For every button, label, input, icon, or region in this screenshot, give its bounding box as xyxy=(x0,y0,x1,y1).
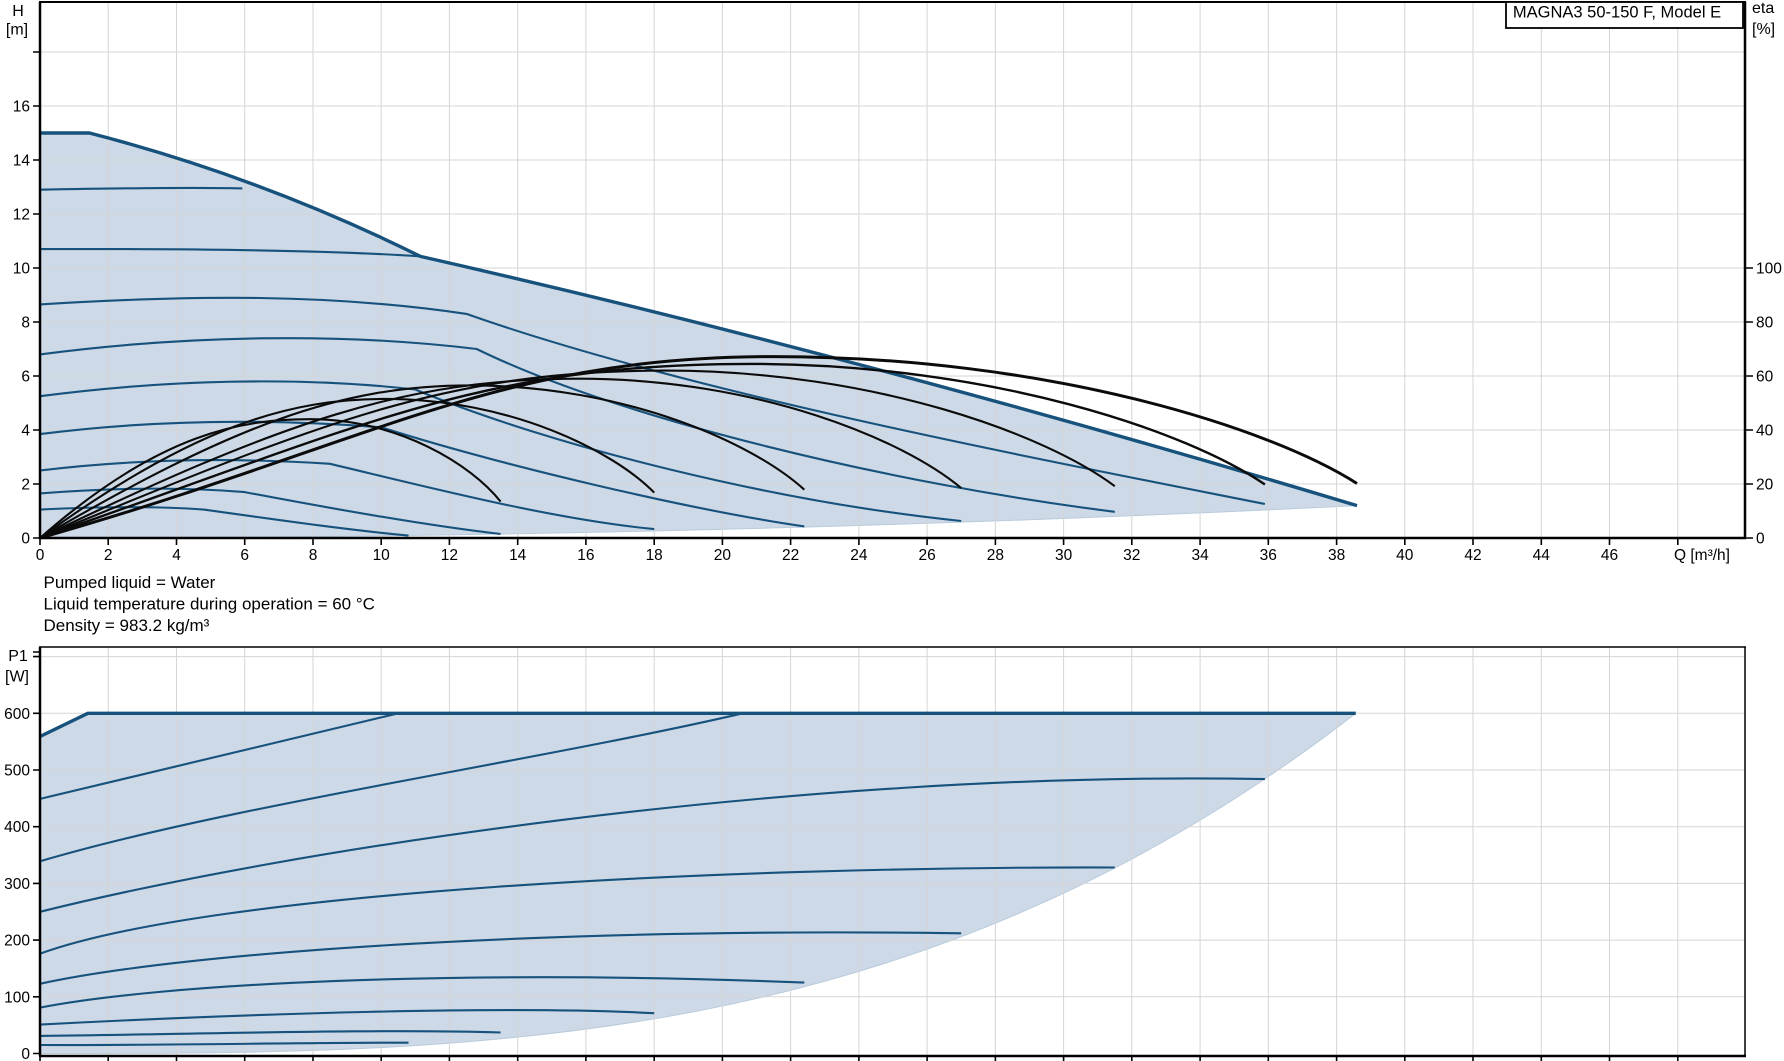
svg-text:[W]: [W] xyxy=(5,669,29,686)
svg-text:Pumped liquid = Water: Pumped liquid = Water xyxy=(44,573,216,592)
svg-text:8: 8 xyxy=(21,315,30,332)
svg-text:46: 46 xyxy=(1601,547,1618,564)
svg-text:100: 100 xyxy=(1756,261,1782,278)
svg-text:28: 28 xyxy=(987,547,1004,564)
svg-text:30: 30 xyxy=(1055,547,1073,564)
svg-text:200: 200 xyxy=(4,933,30,950)
svg-text:0: 0 xyxy=(21,1046,30,1061)
svg-text:4: 4 xyxy=(172,547,181,564)
svg-text:44: 44 xyxy=(1533,547,1551,564)
svg-text:26: 26 xyxy=(918,547,935,564)
svg-text:40: 40 xyxy=(1756,423,1774,440)
svg-text:MAGNA3 50-150 F, Model E: MAGNA3 50-150 F, Model E xyxy=(1513,4,1721,22)
svg-text:2: 2 xyxy=(21,477,30,494)
svg-text:0: 0 xyxy=(1756,531,1765,548)
svg-text:Density = 983.2 kg/m³: Density = 983.2 kg/m³ xyxy=(44,616,210,635)
svg-text:14: 14 xyxy=(509,547,527,564)
svg-text:16: 16 xyxy=(13,99,30,116)
svg-text:H: H xyxy=(12,3,24,20)
svg-text:34: 34 xyxy=(1191,547,1209,564)
svg-text:6: 6 xyxy=(240,547,249,564)
svg-text:100: 100 xyxy=(4,989,30,1006)
svg-text:60: 60 xyxy=(1756,369,1774,386)
svg-text:10: 10 xyxy=(13,261,31,278)
svg-text:P1: P1 xyxy=(8,648,28,665)
svg-text:14: 14 xyxy=(13,153,31,170)
svg-text:6: 6 xyxy=(21,369,30,386)
svg-text:2: 2 xyxy=(104,547,113,564)
svg-text:40: 40 xyxy=(1396,547,1414,564)
svg-text:0: 0 xyxy=(21,531,30,548)
svg-text:10: 10 xyxy=(373,547,391,564)
svg-text:500: 500 xyxy=(4,763,30,780)
svg-text:42: 42 xyxy=(1464,547,1481,564)
svg-text:22: 22 xyxy=(782,547,799,564)
svg-text:32: 32 xyxy=(1123,547,1140,564)
svg-text:80: 80 xyxy=(1756,315,1774,332)
svg-text:0: 0 xyxy=(36,547,45,564)
svg-text:[m]: [m] xyxy=(6,22,28,39)
svg-text:20: 20 xyxy=(714,547,732,564)
svg-text:12: 12 xyxy=(13,207,30,224)
svg-text:8: 8 xyxy=(309,547,318,564)
svg-text:Q [m³/h]: Q [m³/h] xyxy=(1674,547,1730,564)
svg-text:Liquid temperature during oper: Liquid temperature during operation = 60… xyxy=(44,595,375,614)
svg-text:18: 18 xyxy=(646,547,663,564)
svg-text:20: 20 xyxy=(1756,477,1774,494)
svg-text:36: 36 xyxy=(1260,547,1277,564)
svg-text:4: 4 xyxy=(21,423,30,440)
svg-text:eta: eta xyxy=(1752,0,1774,17)
svg-text:38: 38 xyxy=(1328,547,1345,564)
svg-text:16: 16 xyxy=(577,547,594,564)
svg-text:24: 24 xyxy=(850,547,868,564)
svg-text:[%]: [%] xyxy=(1752,21,1775,38)
svg-text:600: 600 xyxy=(4,706,30,723)
svg-text:12: 12 xyxy=(441,547,458,564)
svg-text:400: 400 xyxy=(4,819,30,836)
svg-text:300: 300 xyxy=(4,876,30,893)
